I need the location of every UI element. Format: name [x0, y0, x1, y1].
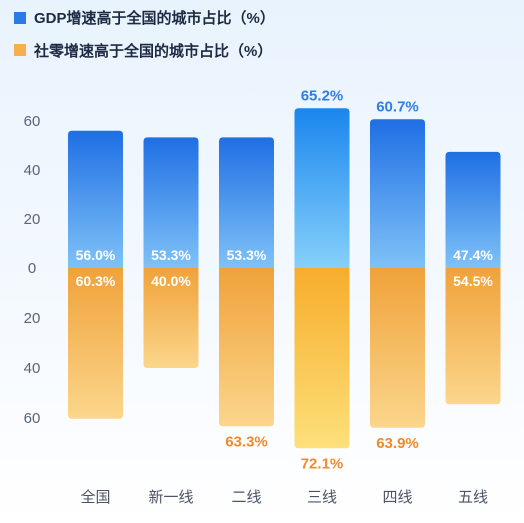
bar-gdp [370, 119, 425, 268]
y-tick-down: 60 [24, 410, 41, 427]
x-tick-label: 全国 [80, 488, 110, 506]
y-tick-up: 0 [28, 260, 36, 277]
data-label-gdp: 53.3% [227, 247, 267, 263]
x-axis-categories: 全国 新一线 二线 三线 四线 五线 [80, 488, 488, 506]
bar-gdp [143, 137, 199, 268]
bar-gdp [445, 151, 501, 268]
data-label-retail: 72.1% [301, 455, 344, 472]
bars [68, 108, 501, 449]
y-tick-up: 20 [24, 211, 41, 228]
data-label-gdp: 53.3% [151, 247, 191, 263]
bar-retail [219, 268, 274, 427]
bar-retail [370, 268, 425, 428]
data-label-gdp: 47.4% [453, 247, 493, 263]
bar-gdp [219, 137, 274, 268]
x-tick-label: 三线 [307, 489, 337, 506]
bar-retail [68, 268, 123, 419]
data-label-retail: 60.3% [76, 273, 116, 289]
x-tick-label: 二线 [231, 489, 261, 506]
y-tick-up: 60 [24, 113, 41, 130]
bar-retail [143, 268, 199, 368]
legend-label-retail: 社零增速高于全国的城市占比（%） [33, 42, 272, 60]
x-tick-label: 新一线 [148, 489, 193, 506]
legend: GDP增速高于全国的城市占比（%） 社零增速高于全国的城市占比（%） [14, 9, 275, 60]
y-tick-down: 20 [24, 310, 41, 327]
bar-retail [294, 268, 350, 449]
data-labels: 56.0% 60.3% 53.3% 40.0% 53.3% 63.3% 65.2% 72.1%… [76, 87, 494, 472]
data-label-gdp: 56.0% [76, 247, 116, 263]
legend-swatch-gdp [14, 12, 26, 24]
data-label-gdp: 65.2% [301, 87, 344, 104]
data-label-retail: 40.0% [151, 273, 191, 289]
y-axis: 0 20 40 60 20 40 60 [24, 113, 41, 427]
legend-swatch-retail [14, 44, 26, 56]
legend-label-gdp: GDP增速高于全国的城市占比（%） [34, 9, 275, 27]
y-tick-down: 40 [24, 360, 41, 377]
data-label-retail: 63.9% [376, 435, 419, 452]
bar-gdp [68, 130, 123, 268]
data-label-retail: 63.3% [225, 433, 268, 450]
data-label-retail: 54.5% [453, 273, 493, 289]
bar-retail [445, 268, 501, 405]
data-label-gdp: 60.7% [376, 98, 419, 115]
x-tick-label: 四线 [382, 489, 412, 506]
y-tick-up: 40 [24, 162, 41, 179]
x-tick-label: 五线 [458, 489, 488, 506]
bar-gdp [294, 108, 350, 268]
